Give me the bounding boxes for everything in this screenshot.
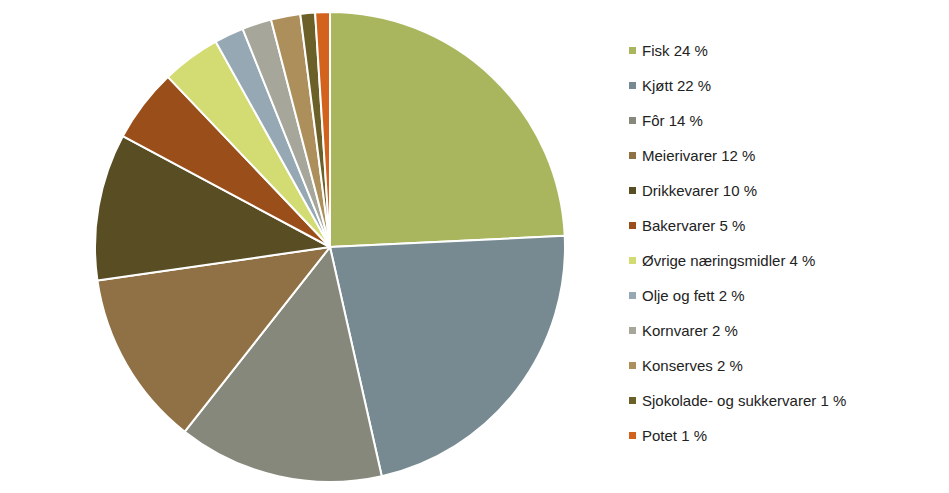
svg-text:Fôr 14 %: Fôr 14 % xyxy=(642,112,703,129)
svg-text:Bakervarer 5 %: Bakervarer 5 % xyxy=(642,217,745,234)
svg-text:Meierivarer 12 %: Meierivarer 12 % xyxy=(642,147,755,164)
svg-text:Olje og fett 2 %: Olje og fett 2 % xyxy=(642,287,745,304)
svg-text:Kjøtt 22 %: Kjøtt 22 % xyxy=(642,77,711,94)
svg-text:Potet 1 %: Potet 1 % xyxy=(642,427,707,444)
svg-text:Kornvarer 2 %: Kornvarer 2 % xyxy=(642,322,738,339)
svg-text:Konserves 2 %: Konserves 2 % xyxy=(642,357,743,374)
svg-text:Øvrige næringsmidler 4 %: Øvrige næringsmidler 4 % xyxy=(642,252,815,269)
svg-text:Fisk 24 %: Fisk 24 % xyxy=(642,42,708,59)
svg-text:Sjokolade- og sukkervarer 1 %: Sjokolade- og sukkervarer 1 % xyxy=(642,392,846,409)
svg-text:Drikkevarer 10 %: Drikkevarer 10 % xyxy=(642,182,757,199)
